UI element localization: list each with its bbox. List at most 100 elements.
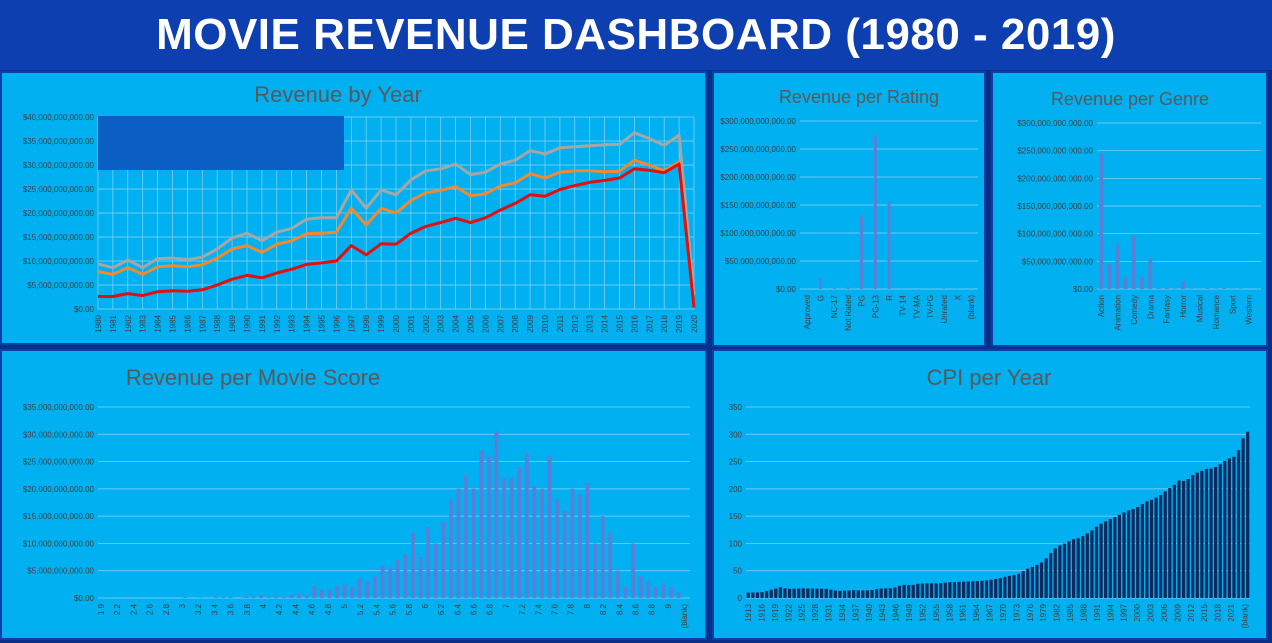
y-tick-label: $100,000,000,000.00 [1017,230,1093,239]
bar [441,521,446,598]
y-tick-label: $150,000,000,000.00 [1017,202,1093,211]
chart-title: Revenue by Year [254,82,422,107]
y-tick-label: $20,000,000,000.00 [23,485,95,494]
y-tick-label: $25,000,000,000.00 [23,185,95,194]
x-tick-label: 5.8 [405,603,414,615]
bar [1172,484,1177,598]
bar [820,588,824,598]
x-tick-label: 1989 [228,314,237,332]
bar [1223,460,1227,598]
bar [1035,564,1039,598]
bar [244,596,248,598]
x-tick-label: 1983 [139,314,148,332]
y-tick-label: $5,000,000,000.00 [27,281,94,290]
x-tick-label: 1973 [1012,603,1021,621]
x-tick-label: 2015 [616,314,625,332]
x-tick-label: Fantasy [1163,295,1172,323]
x-tick-label: 7 [502,603,511,608]
bar [873,135,877,289]
bar [1107,264,1112,289]
x-tick-label: 2007 [496,314,505,332]
x-tick-label: 1998 [362,314,371,332]
bar [259,595,264,598]
y-tick-label: $0.00 [74,594,95,603]
bar [1246,431,1250,598]
x-tick-label: 1986 [183,314,192,332]
bar [388,567,393,598]
bar [1049,553,1053,598]
x-tick-label: 2016 [630,314,639,332]
y-tick-label: $300,000,000,000.00 [1017,119,1093,128]
bar [962,581,966,598]
y-tick-label: $15,000,000,000.00 [23,512,95,521]
x-tick-label: 2012 [571,314,580,332]
x-tick-label: 2004 [452,314,461,332]
bar [213,596,218,598]
x-tick-label: PG-13 [871,294,880,318]
bar [1104,521,1108,598]
bar [911,584,915,598]
bar [403,554,408,598]
bar [846,287,850,289]
bar [998,577,1002,598]
bar [1214,467,1218,598]
x-tick-label: 6.6 [470,603,479,615]
bar [1218,464,1222,598]
x-tick-label: 2000 [392,314,401,332]
bar [819,277,823,289]
bar [957,581,961,598]
bar [1168,487,1172,598]
y-tick-label: $35,000,000,000.00 [23,137,95,146]
bar [373,576,377,598]
bar [1191,475,1195,598]
revenue-by-year-chart: Revenue by Year $0.00 $5,000,000,000.00 $10… [23,82,699,333]
bar [916,583,920,598]
x-tick-label: Horror [1179,295,1188,318]
bar [884,588,888,598]
bar [760,592,764,598]
bar [1099,523,1103,598]
bar [623,587,628,598]
x-tick-label: 1976 [1026,603,1035,621]
x-tick-label: 1970 [999,603,1008,621]
bar [1148,258,1153,289]
bar [411,532,415,598]
bar [418,557,423,598]
y-tick-label: $15,000,000,000.00 [23,233,95,242]
bar [395,559,400,598]
bar [966,581,970,598]
bar [327,589,332,598]
x-tick-label: (blank) [1240,604,1249,629]
bar [856,590,860,598]
y-tick-label: $35,000,000,000.00 [23,403,95,412]
x-tick-label: 1931 [825,603,834,621]
y-tick-label: $200,000,000,000.00 [1017,174,1093,183]
bar [1241,438,1245,598]
x-tick-label: 1991 [258,314,267,332]
chart-title: CPI per Year [927,365,1052,390]
bar [600,516,605,598]
bar [774,588,778,598]
x-tick-label: 6.2 [437,603,446,615]
chart-legend [98,116,344,170]
bar [765,591,769,598]
y-tick-label: 300 [729,430,743,439]
x-tick-label: 1982 [1053,603,1062,621]
revenue-per-genre-chart: Revenue per Genre $0.00 $50,000,000,000.00… [1017,89,1261,331]
x-tick-label: 1993 [288,314,297,332]
revenue-per-rating-chart: Revenue per Rating $0.00 $50,000,000,000.0… [720,87,978,331]
y-tick-label: $100,000,000,000.00 [720,229,796,238]
x-tick-label: 1955 [932,603,941,621]
x-tick-label: 8 [583,603,592,608]
bar [975,581,979,598]
x-tick-label: 6.4 [453,603,462,615]
x-tick-label: 2003 [437,314,446,332]
x-tick-label: 4.6 [308,603,317,615]
x-tick-label: 8.2 [599,603,608,615]
x-tick-label: 7.8 [567,603,576,615]
x-tick-label: 3.6 [227,603,236,615]
bar [797,588,801,598]
x-tick-label: 5.2 [356,603,365,615]
revenue-per-rating-panel: Revenue per Rating $0.00 $50,000,000,000.0… [712,71,986,347]
x-tick-label: 2015 [1200,603,1209,621]
